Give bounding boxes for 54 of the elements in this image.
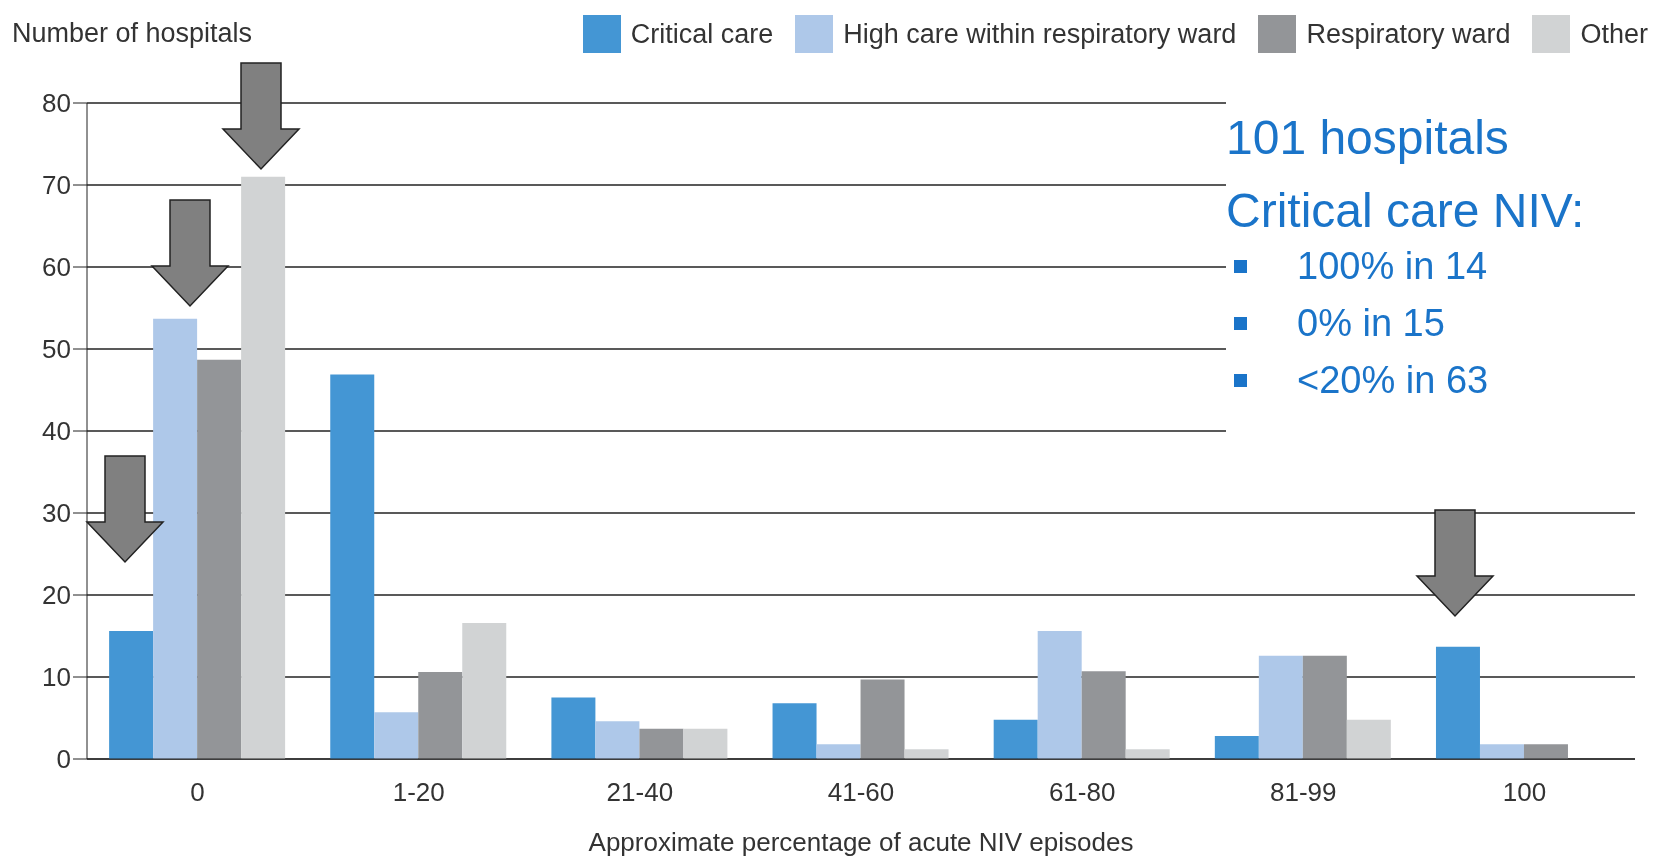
bar	[330, 374, 375, 759]
y-tick-label: 10	[42, 662, 71, 693]
x-tick-label: 21-40	[606, 777, 674, 808]
bar	[1125, 749, 1170, 759]
legend-label: Respiratory ward	[1306, 18, 1511, 50]
bar	[1346, 719, 1391, 759]
y-tick-label: 60	[42, 252, 71, 283]
bar	[462, 622, 507, 759]
bar	[109, 631, 154, 759]
bar	[1214, 736, 1259, 759]
bar	[639, 728, 684, 759]
bar	[772, 703, 817, 759]
bar	[1258, 655, 1303, 759]
y-tick-label: 80	[42, 88, 71, 119]
legend-label: Other	[1580, 18, 1648, 50]
x-tick-label: 1-20	[392, 777, 445, 808]
x-tick-label: 0	[190, 777, 205, 808]
bar	[1435, 646, 1480, 759]
legend-label: High care within respiratory ward	[843, 18, 1237, 50]
bar	[816, 744, 861, 759]
x-tick-label: 100	[1502, 777, 1547, 808]
x-tick-label: 41-60	[827, 777, 895, 808]
annotation: Critical care NIV:	[1226, 183, 1586, 238]
y-tick-label: 20	[42, 580, 71, 611]
bar	[1081, 671, 1126, 759]
x-axis-title: Approximate percentage of acute NIV episodes	[588, 827, 1134, 857]
bar	[197, 359, 242, 759]
bar	[1302, 655, 1347, 759]
x-tick-label: 61-80	[1048, 777, 1116, 808]
annotation: 100% in 14	[1297, 244, 1488, 289]
annotation: <20% in 63	[1297, 358, 1489, 403]
y-tick-label: 0	[56, 744, 71, 775]
bar	[683, 728, 728, 759]
bar	[860, 679, 905, 759]
y-axis-title: Number of hospitals	[12, 18, 253, 49]
y-tick-label: 30	[42, 498, 71, 529]
legend-label: Critical care	[630, 18, 774, 50]
bar	[1523, 744, 1568, 759]
y-tick-label: 70	[42, 170, 71, 201]
annotation: 0% in 15	[1297, 301, 1445, 346]
bar	[993, 719, 1038, 759]
bar	[904, 749, 949, 759]
bar	[374, 712, 419, 759]
bar	[241, 176, 286, 759]
bar	[595, 721, 640, 759]
bar	[1479, 744, 1524, 759]
bar	[1037, 631, 1082, 759]
bar	[153, 318, 198, 759]
y-tick-label: 40	[42, 416, 71, 447]
bar	[418, 672, 463, 759]
annotation: 101 hospitals	[1226, 110, 1510, 165]
bar	[551, 697, 596, 759]
x-tick-label: 81-99	[1270, 777, 1337, 808]
y-tick-label: 50	[42, 334, 71, 365]
